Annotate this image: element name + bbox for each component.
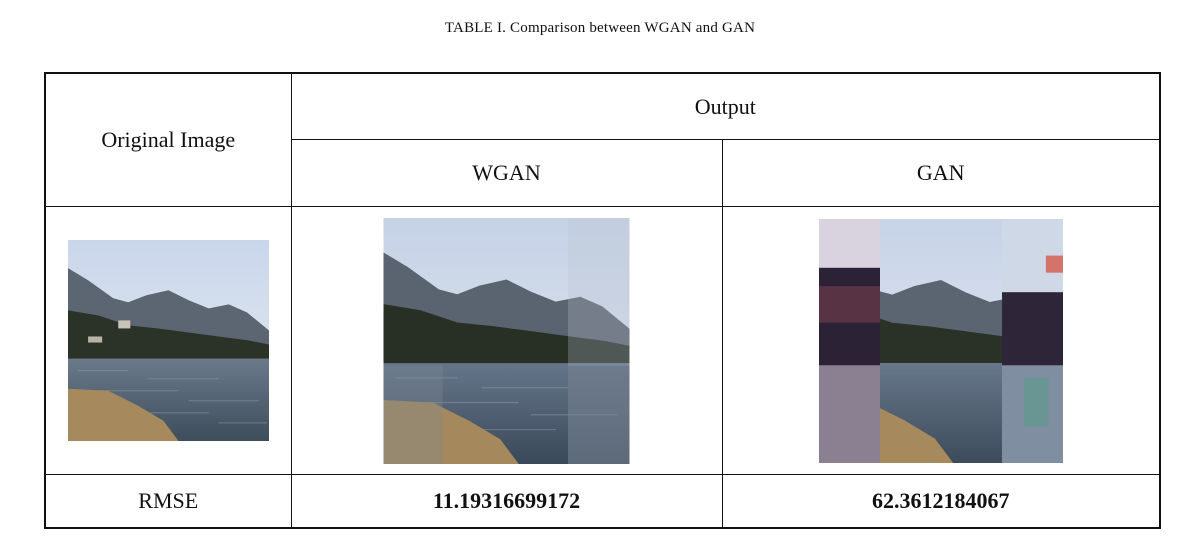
header-original-image: Original Image xyxy=(44,72,292,207)
wgan-image xyxy=(383,217,630,464)
rmse-wgan-value: 11.19316699172 xyxy=(290,474,723,529)
wgan-image-cell xyxy=(290,206,723,475)
rmse-label: RMSE xyxy=(44,474,292,529)
original-image xyxy=(67,240,269,441)
gan-image-cell xyxy=(721,206,1161,475)
header-wgan: WGAN xyxy=(290,139,723,207)
table-caption: TABLE I. Comparison between WGAN and GAN xyxy=(444,20,756,36)
header-output: Output xyxy=(290,72,1161,140)
gan-image xyxy=(818,218,1063,463)
comparison-table: Original Image Output WGAN GAN xyxy=(44,72,1161,529)
original-image-cell xyxy=(44,206,292,475)
rmse-gan-value: 62.3612184067 xyxy=(721,474,1161,529)
header-gan: GAN xyxy=(721,139,1161,207)
